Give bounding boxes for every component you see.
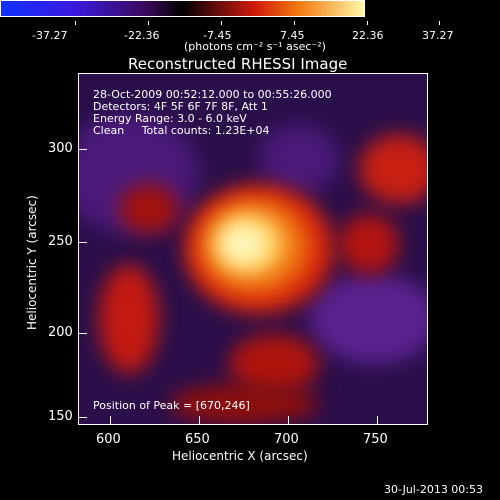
image-blob xyxy=(259,124,339,194)
colorbar-label: 7.45 xyxy=(280,29,305,42)
x-tick xyxy=(199,416,200,424)
annotation-peak: Position of Peak = [670,246] xyxy=(93,399,250,412)
y-tick xyxy=(79,242,87,243)
colorbar-tick xyxy=(294,21,295,25)
annotation-detectors: Detectors: 4F 5F 6F 7F 8F, Att 1 xyxy=(93,100,268,113)
annotation-method: Clean Total counts: 1.23E+04 xyxy=(93,124,270,137)
y-axis-label: Heliocentric Y (arcsec) xyxy=(25,195,39,330)
y-tick xyxy=(79,417,87,418)
y-tick-label: 250 xyxy=(48,234,73,249)
y-tick-label: 150 xyxy=(48,409,73,424)
x-tick xyxy=(288,416,289,424)
image-blob xyxy=(99,264,159,374)
colorbar-tick xyxy=(75,21,76,25)
x-tick-label: 700 xyxy=(274,432,299,447)
y-tick xyxy=(79,333,87,334)
x-tick xyxy=(377,416,378,424)
y-tick xyxy=(79,149,87,150)
image-blob xyxy=(309,274,427,364)
colorbar-tick xyxy=(221,21,222,25)
x-axis-label: Heliocentric X (arcsec) xyxy=(172,449,308,463)
y-tick-label: 300 xyxy=(48,141,73,156)
colorbar-label: -37.27 xyxy=(32,29,68,42)
colorbar xyxy=(0,0,365,17)
x-tick xyxy=(110,416,111,424)
annotation-time: 28-Oct-2009 00:52:12.000 to 00:55:26.000 xyxy=(93,88,332,101)
x-tick-label: 750 xyxy=(363,432,388,447)
plot-title: Reconstructed RHESSI Image xyxy=(128,55,348,73)
footer-date: 30-Jul-2013 00:53 xyxy=(384,483,484,496)
image-blob xyxy=(221,224,266,264)
x-tick-label: 650 xyxy=(185,432,210,447)
colorbar-label: 37.27 xyxy=(422,29,454,42)
solar-image-plot: 28-Oct-2009 00:52:12.000 to 00:55:26.000… xyxy=(78,73,428,425)
colorbar-tick xyxy=(439,21,440,25)
colorbar-label: 22.36 xyxy=(352,29,384,42)
colorbar-tick xyxy=(367,21,368,25)
colorbar-units: (photons cm⁻² s⁻¹ asec⁻²) xyxy=(184,40,326,53)
colorbar-label: -22.36 xyxy=(124,29,160,42)
annotation-energy: Energy Range: 3.0 - 6.0 keV xyxy=(93,112,247,125)
x-tick-label: 600 xyxy=(96,432,121,447)
image-blob xyxy=(339,214,399,274)
image-blob xyxy=(119,184,179,234)
colorbar-tick xyxy=(148,21,149,25)
image-blob xyxy=(359,134,427,204)
y-tick-label: 200 xyxy=(48,325,73,340)
colorbar-label: -7.45 xyxy=(203,29,232,42)
image-blob xyxy=(169,384,319,424)
